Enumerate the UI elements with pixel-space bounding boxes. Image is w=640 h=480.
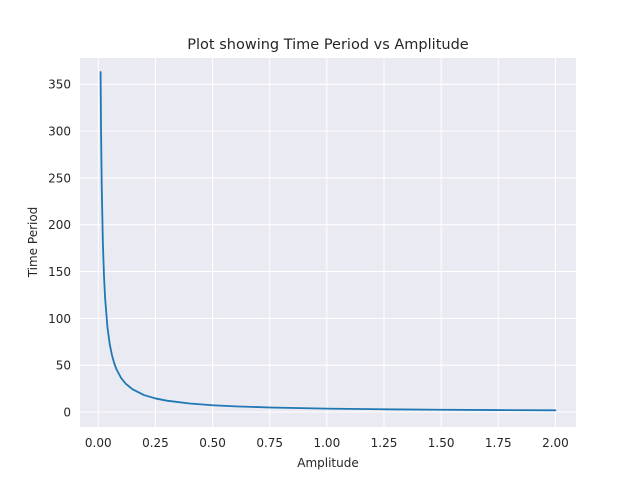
y-tick-label: 150 <box>48 265 71 279</box>
y-tick-label: 350 <box>48 78 71 92</box>
grid <box>80 58 576 427</box>
x-tick-label: 1.25 <box>371 436 398 450</box>
x-tick-label: 1.50 <box>428 436 455 450</box>
y-tick-label: 0 <box>63 406 71 420</box>
x-tick-label: 1.75 <box>485 436 512 450</box>
x-tick-labels: 0.00 0.25 0.50 0.75 1.00 1.25 1.50 1.75 2.00 <box>85 436 569 450</box>
y-tick-label: 100 <box>48 312 71 326</box>
x-tick-label: 1.00 <box>313 436 340 450</box>
y-axis-label: Time Period <box>26 207 40 279</box>
y-tick-label: 200 <box>48 218 71 232</box>
plot-background <box>80 58 576 427</box>
y-tick-label: 300 <box>48 125 71 139</box>
x-tick-label: 0.00 <box>85 436 112 450</box>
x-tick-label: 0.75 <box>256 436 283 450</box>
series-line <box>99 71 557 412</box>
x-tick-label: 0.25 <box>142 436 169 450</box>
y-tick-label: 250 <box>48 171 71 185</box>
y-tick-labels: 0 50 100 150 200 250 300 350 <box>48 78 71 420</box>
x-tick-label: 0.50 <box>199 436 226 450</box>
x-axis-label: Amplitude <box>297 456 359 470</box>
y-tick-label: 50 <box>56 359 71 373</box>
x-tick-label: 2.00 <box>542 436 569 450</box>
chart-title: Plot showing Time Period vs Amplitude <box>187 37 468 53</box>
